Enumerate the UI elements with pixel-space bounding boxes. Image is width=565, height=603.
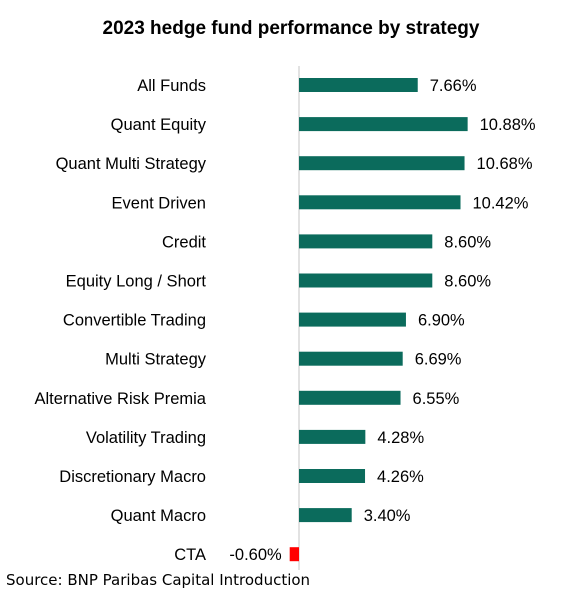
- data-label: 8.60%: [444, 273, 491, 291]
- data-label: 7.66%: [430, 77, 477, 95]
- category-labels: All Funds Quant Equity Quant Multi Strateg…: [35, 77, 207, 564]
- bars: [289, 78, 468, 562]
- data-label: 6.69%: [415, 351, 462, 369]
- bar: [299, 117, 468, 132]
- bar: [299, 351, 403, 366]
- bar: [299, 312, 406, 327]
- bar: [299, 469, 366, 483]
- data-label: 8.60%: [444, 233, 491, 251]
- source-note: Source: BNP Paribas Capital Introduction: [6, 571, 311, 589]
- data-label: 4.26%: [377, 468, 424, 486]
- data-label: 10.68%: [477, 155, 533, 173]
- bar: [289, 547, 299, 562]
- category-label: Discretionary Macro: [59, 468, 206, 486]
- category-label: All Funds: [137, 77, 206, 95]
- category-label: Multi Strategy: [105, 351, 207, 369]
- category-label: CTA: [174, 546, 206, 564]
- category-label: Convertible Trading: [63, 312, 206, 330]
- category-label: Quant Multi Strategy: [56, 155, 207, 173]
- chart-title: 2023 hedge fund performance by strategy: [103, 18, 480, 39]
- category-label: Credit: [162, 233, 206, 251]
- category-label: Event Driven: [112, 194, 206, 212]
- bar: [299, 78, 418, 92]
- data-label: 10.42%: [473, 194, 529, 212]
- bar: [299, 429, 366, 444]
- bar: [299, 156, 465, 171]
- value-labels: 7.66% 10.88% 10.68% 10.42% 8.60% 8.60% 6.90% 6.…: [229, 77, 536, 564]
- bar: [299, 273, 433, 288]
- category-label: Equity Long / Short: [66, 273, 207, 291]
- data-label: 3.40%: [364, 507, 411, 525]
- category-label: Alternative Risk Premia: [35, 390, 207, 408]
- category-label: Quant Equity: [111, 116, 207, 134]
- data-label: 6.55%: [413, 390, 460, 408]
- data-label: 4.28%: [377, 429, 424, 447]
- bar: [299, 195, 461, 210]
- bar: [299, 508, 352, 523]
- bar: [299, 390, 401, 405]
- data-label: 10.88%: [480, 116, 536, 134]
- category-label: Volatility Trading: [86, 429, 206, 447]
- category-label: Quant Macro: [111, 507, 206, 525]
- bar: [299, 234, 433, 249]
- data-label: -0.60%: [229, 546, 282, 564]
- data-label: 6.90%: [418, 312, 465, 330]
